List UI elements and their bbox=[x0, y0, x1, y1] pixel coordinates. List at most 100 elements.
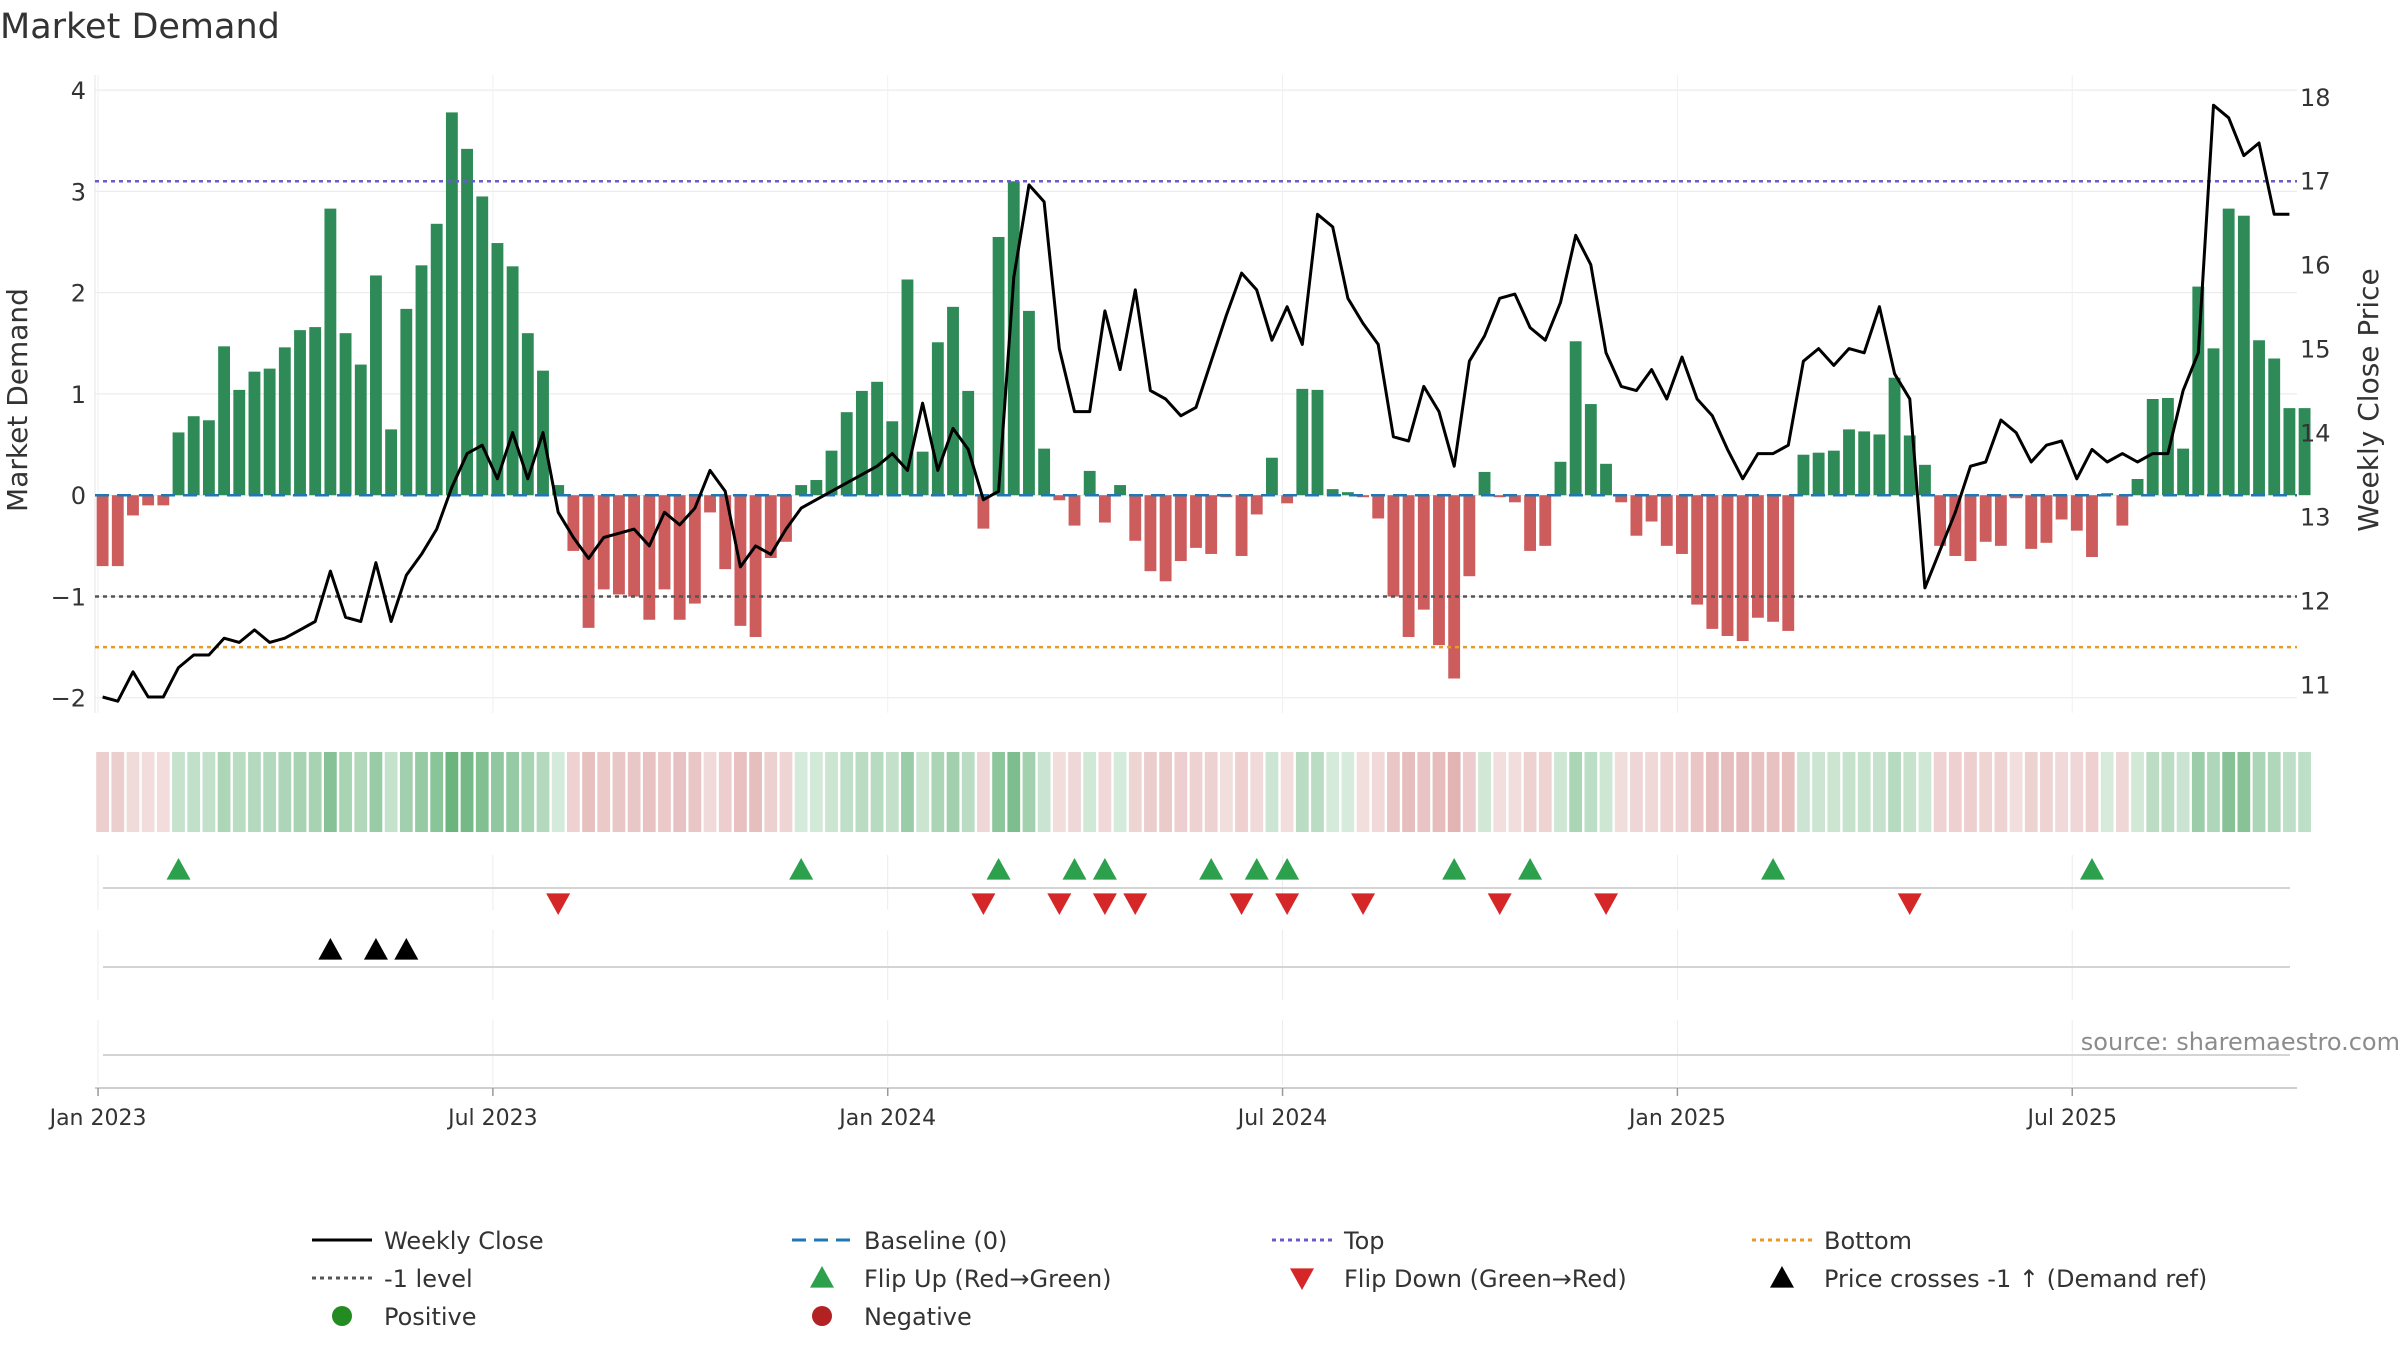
heat-cell bbox=[1098, 752, 1112, 832]
demand-bar bbox=[2055, 495, 2068, 520]
demand-bar bbox=[1311, 389, 1324, 496]
heat-cell bbox=[1144, 752, 1157, 832]
legend-swatch bbox=[1290, 1268, 1314, 1290]
heat-cell bbox=[658, 752, 671, 832]
heat-cell bbox=[1721, 752, 1734, 832]
heat-cell bbox=[1478, 752, 1491, 832]
price-cross-marker bbox=[318, 938, 343, 960]
demand-bar bbox=[1964, 495, 1977, 562]
flip-up-marker bbox=[1199, 858, 1224, 880]
heat-cell bbox=[1493, 752, 1507, 832]
demand-bar bbox=[2025, 495, 2038, 549]
heat-cell bbox=[141, 752, 155, 832]
heat-cell bbox=[749, 752, 762, 832]
legend-label: -1 level bbox=[384, 1265, 473, 1293]
heat-cell bbox=[1052, 752, 1066, 832]
heat-cell bbox=[308, 752, 322, 832]
demand-bar bbox=[127, 495, 139, 516]
heat-cell bbox=[1933, 752, 1947, 832]
legend-item: Bottom bbox=[1752, 1227, 1912, 1255]
demand-bar bbox=[795, 485, 808, 496]
demand-bar bbox=[1508, 495, 1521, 503]
legend-label: Positive bbox=[384, 1303, 477, 1331]
demand-bar bbox=[1584, 404, 1597, 496]
demand-bar bbox=[871, 381, 884, 496]
demand-bar bbox=[1736, 495, 1749, 642]
legend-label: Top bbox=[1343, 1227, 1385, 1255]
demand-bar bbox=[2086, 495, 2098, 557]
demand-bar bbox=[552, 485, 565, 496]
demand-bar bbox=[810, 480, 823, 496]
heat-cell bbox=[2283, 752, 2296, 832]
demand-bar bbox=[1053, 495, 1066, 501]
demand-bar bbox=[1114, 485, 1126, 496]
heat-cell bbox=[2055, 752, 2068, 832]
demand-bar bbox=[1721, 495, 1734, 636]
demand-bar bbox=[1281, 495, 1294, 504]
demand-bar bbox=[673, 495, 686, 620]
demand-bar bbox=[749, 495, 762, 637]
heat-cell bbox=[1402, 752, 1415, 832]
heat-cell bbox=[779, 752, 793, 832]
heat-cell bbox=[566, 752, 580, 832]
demand-bar bbox=[1433, 495, 1445, 646]
heat-cell bbox=[582, 752, 595, 832]
demand-bar bbox=[385, 429, 398, 496]
heat-cell bbox=[2024, 752, 2038, 832]
demand-bar bbox=[2177, 448, 2190, 496]
demand-bar bbox=[597, 495, 610, 590]
legend-item: Flip Down (Green→Red) bbox=[1290, 1265, 1627, 1293]
y2-tick-label: 15 bbox=[2300, 336, 2331, 364]
heat-cell bbox=[1538, 752, 1552, 832]
x-tick-label: Jan 2023 bbox=[48, 1106, 147, 1131]
demand-bar bbox=[1751, 495, 1764, 618]
legend-label: Flip Up (Red→Green) bbox=[864, 1265, 1112, 1293]
flip-down-marker bbox=[1897, 893, 1922, 915]
price-cross-marker bbox=[394, 938, 419, 960]
heat-cell bbox=[536, 752, 550, 832]
heat-cell bbox=[1219, 752, 1233, 832]
demand-bar bbox=[476, 196, 489, 496]
heat-cell bbox=[1523, 752, 1537, 832]
heat-cell bbox=[2298, 752, 2311, 832]
legend-item: Weekly Close bbox=[312, 1227, 544, 1255]
heat-cell bbox=[1903, 752, 1917, 832]
demand-bar bbox=[1205, 495, 1218, 554]
demand-bar bbox=[704, 495, 716, 513]
demand-bar bbox=[688, 495, 701, 604]
demand-bar bbox=[2222, 208, 2235, 496]
heat-cell bbox=[1432, 752, 1446, 832]
demand-bar bbox=[1676, 495, 1688, 554]
legend-item: Positive bbox=[332, 1303, 477, 1331]
demand-bar bbox=[1083, 470, 1096, 496]
demand-bar bbox=[111, 495, 124, 567]
heat-cell bbox=[825, 752, 838, 832]
demand-bar bbox=[2207, 348, 2220, 496]
demand-bar bbox=[855, 390, 868, 496]
heat-cell bbox=[1068, 752, 1081, 832]
demand-bar bbox=[1007, 181, 1020, 496]
x-axis-tick-labels: Jan 2023 Jul 2023 Jan 2024 Jul 2024 Jan 2025… bbox=[48, 1088, 2117, 1131]
flip-down-marker bbox=[1092, 893, 1117, 915]
demand-bars bbox=[96, 112, 2311, 679]
flip-down-marker bbox=[1047, 893, 1072, 915]
demand-bar bbox=[521, 333, 534, 496]
y2-tick-label: 16 bbox=[2300, 252, 2331, 280]
heat-cell bbox=[1462, 752, 1476, 832]
demand-bar bbox=[1266, 457, 1278, 496]
heat-cell bbox=[1584, 752, 1598, 832]
demand-bar bbox=[1934, 495, 1947, 546]
flip-up-marker bbox=[1761, 858, 1786, 880]
heat-cell bbox=[946, 752, 960, 832]
heat-cell bbox=[1204, 752, 1218, 832]
demand-bar bbox=[1949, 495, 1962, 556]
demand-bar bbox=[1600, 463, 1612, 496]
cross-markers-panel bbox=[97, 930, 2290, 1000]
heat-cell bbox=[2191, 752, 2205, 832]
flip-up-marker bbox=[1518, 858, 1543, 880]
demand-bar bbox=[218, 346, 231, 496]
demand-bar bbox=[628, 495, 641, 597]
demand-bar bbox=[233, 389, 246, 496]
legend-swatch bbox=[812, 1306, 832, 1326]
heat-cell bbox=[931, 752, 945, 832]
